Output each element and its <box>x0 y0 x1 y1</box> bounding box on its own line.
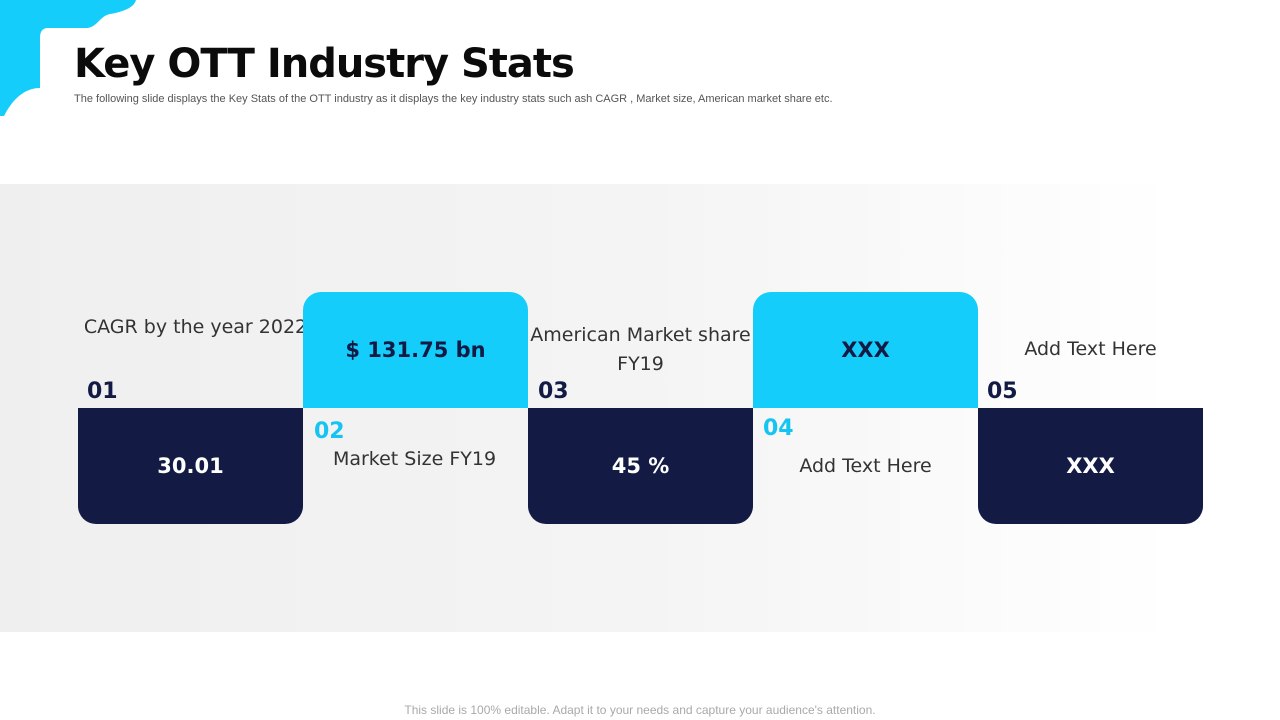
stat-value-05: XXX <box>978 408 1203 524</box>
stat-label-04: Add Text Here <box>799 455 932 477</box>
stat-label-03: American Market share FY19 <box>530 324 751 375</box>
corner-decoration <box>0 0 136 116</box>
stat-label-02: Market Size FY19 <box>332 448 497 470</box>
stat-number-03: 03 <box>538 379 569 404</box>
stat-value-01: 30.01 <box>78 408 303 524</box>
stat-value-02: $ 131.75 bn <box>303 292 528 408</box>
stat-number-02: 02 <box>314 419 345 444</box>
stat-number-01: 01 <box>87 379 118 404</box>
stat-number-05: 05 <box>987 379 1018 404</box>
stat-value-03: 45 % <box>528 408 753 524</box>
page-title: Key OTT Industry Stats <box>74 41 575 87</box>
stat-label-01: CAGR by the year 2022 <box>83 316 308 338</box>
page-subtitle: The following slide displays the Key Sta… <box>74 93 833 105</box>
stat-value-04: XXX <box>753 292 978 408</box>
footer-note: This slide is 100% editable. Adapt it to… <box>404 703 876 717</box>
stat-label-05: Add Text Here <box>1024 338 1157 360</box>
stat-number-04: 04 <box>763 416 794 441</box>
